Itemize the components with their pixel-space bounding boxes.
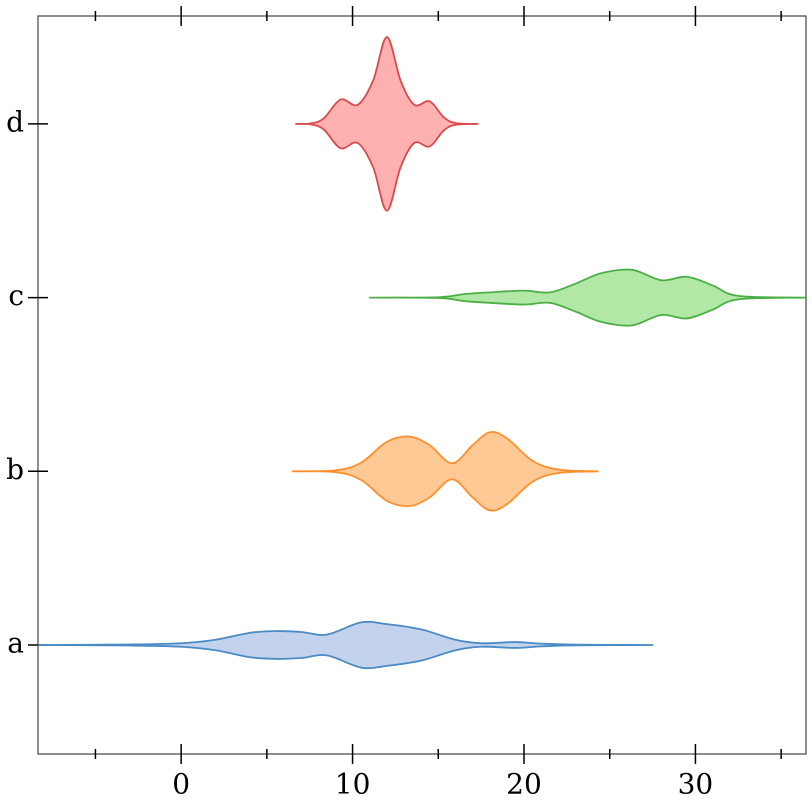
violin — [295, 36, 479, 212]
y-tick-label: b — [6, 453, 24, 486]
violin — [368, 268, 807, 327]
x-tick-label: 30 — [678, 768, 714, 801]
x-tick-label: 0 — [172, 768, 190, 801]
y-tick-label: a — [7, 627, 24, 660]
x-tick-label: 10 — [335, 768, 371, 801]
x-tick-label: 20 — [506, 768, 542, 801]
plot-frame — [37, 15, 807, 755]
y-tick-label: c — [8, 279, 24, 312]
y-tick-label: d — [6, 105, 24, 138]
violin — [37, 620, 654, 670]
violin — [291, 431, 599, 512]
